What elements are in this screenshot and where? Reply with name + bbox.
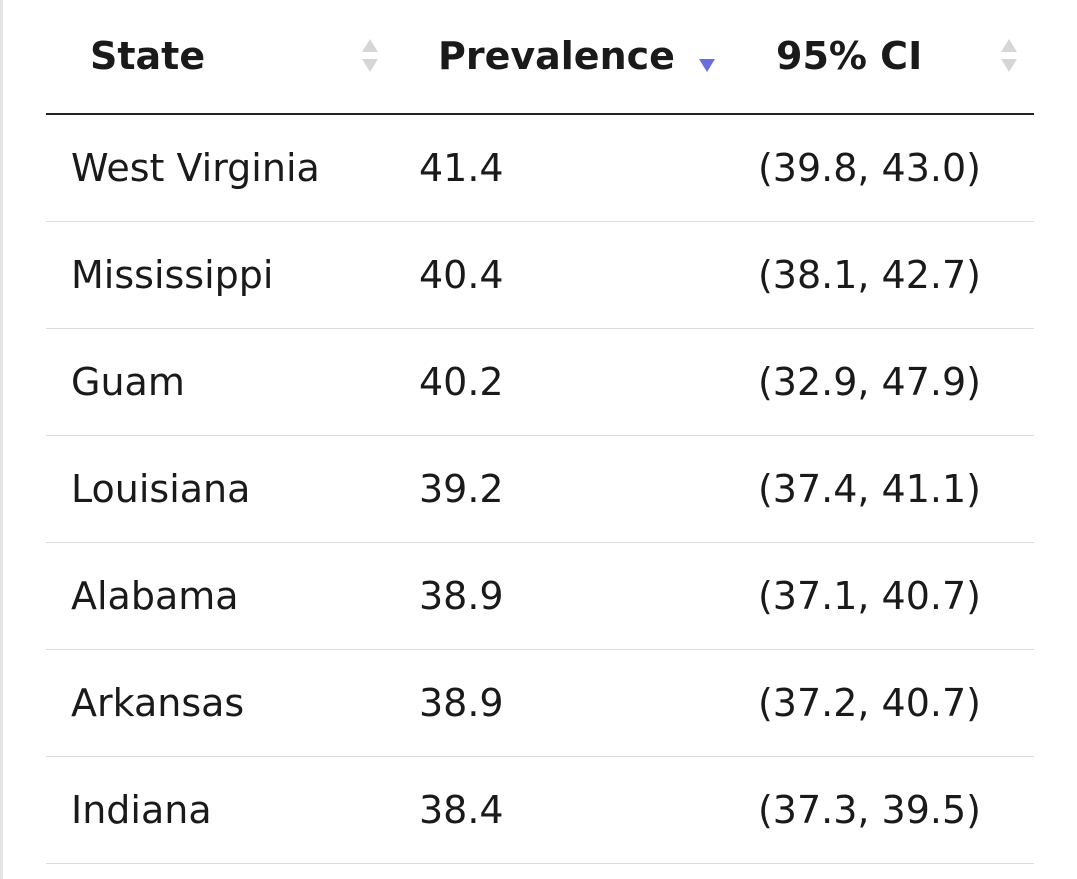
cell-state: Mississippi (46, 221, 406, 329)
cell-state: West Virginia (46, 114, 406, 222)
table-body: West Virginia 41.4 (39.8, 43.0) Mississi… (46, 114, 1034, 864)
cell-state: Louisiana (46, 435, 406, 543)
cell-prevalence: 40.4 (406, 221, 729, 329)
table-header: State Prevalence 95% CI (46, 0, 1034, 115)
column-header-state[interactable]: State (46, 0, 406, 115)
table-row: Louisiana 39.2 (37.4, 41.1) (46, 435, 1034, 543)
table-row: Indiana 38.4 (37.3, 39.5) (46, 756, 1034, 864)
table-row: Guam 40.2 (32.9, 47.9) (46, 328, 1034, 436)
cell-prevalence: 38.9 (406, 649, 729, 757)
cell-state: Arkansas (46, 649, 406, 757)
column-header-prevalence[interactable]: Prevalence (406, 0, 729, 115)
sort-unsorted-icon[interactable] (360, 37, 380, 75)
table-row: Mississippi 40.4 (38.1, 42.7) (46, 221, 1034, 329)
cell-ci: (37.2, 40.7) (729, 649, 1034, 757)
cell-state: Guam (46, 328, 406, 436)
column-header-ci-label: 95% CI (776, 34, 923, 78)
column-header-state-label: State (90, 34, 206, 78)
cell-ci: (32.9, 47.9) (729, 328, 1034, 436)
cell-prevalence: 40.2 (406, 328, 729, 436)
sort-descending-icon[interactable] (697, 37, 717, 75)
left-border (0, 0, 3, 879)
column-header-prevalence-label: Prevalence (438, 34, 675, 78)
prevalence-table: State Prevalence 95% CI (46, 0, 1034, 864)
header-row: State Prevalence 95% CI (46, 0, 1034, 115)
sort-unsorted-icon[interactable] (999, 37, 1019, 75)
cell-ci: (39.8, 43.0) (729, 114, 1034, 222)
table-row: Arkansas 38.9 (37.2, 40.7) (46, 649, 1034, 757)
cell-ci: (37.3, 39.5) (729, 756, 1034, 864)
cell-prevalence: 38.9 (406, 542, 729, 650)
cell-ci: (37.4, 41.1) (729, 435, 1034, 543)
table-row: West Virginia 41.4 (39.8, 43.0) (46, 114, 1034, 222)
cell-prevalence: 41.4 (406, 114, 729, 222)
column-header-ci[interactable]: 95% CI (729, 0, 1034, 115)
cell-ci: (38.1, 42.7) (729, 221, 1034, 329)
cell-state: Alabama (46, 542, 406, 650)
cell-prevalence: 38.4 (406, 756, 729, 864)
cell-prevalence: 39.2 (406, 435, 729, 543)
table-row: Alabama 38.9 (37.1, 40.7) (46, 542, 1034, 650)
cell-ci: (37.1, 40.7) (729, 542, 1034, 650)
cell-state: Indiana (46, 756, 406, 864)
